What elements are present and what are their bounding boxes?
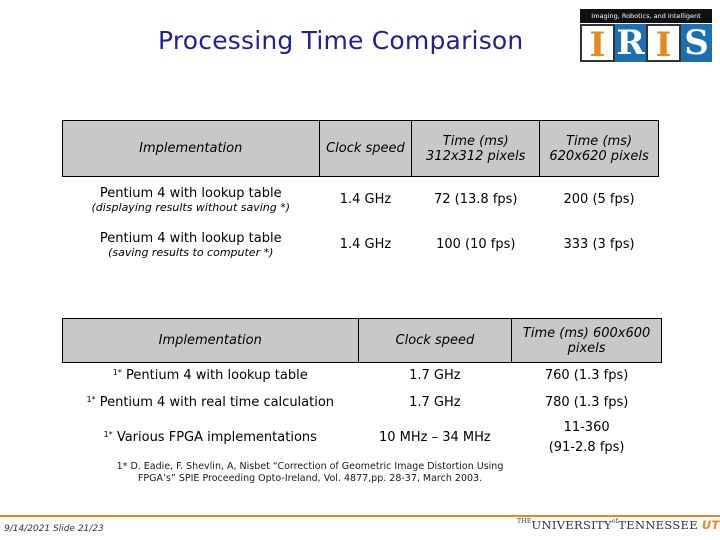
table-row: Pentium 4 with lookup table (saving resu… <box>63 223 659 267</box>
header-time-620: Time (ms) 620x620 pixels <box>539 120 659 177</box>
logo-letter: I <box>646 24 681 64</box>
table-row: 1* Pentium 4 with lookup table 1.7 GHz 7… <box>63 363 662 389</box>
cell-time: 11-360 (91-2.8 fps) <box>512 417 662 459</box>
comparison-table-2: Implementation Clock speed Time (ms) 600… <box>62 318 662 459</box>
cell-clock: 1.7 GHz <box>409 395 461 410</box>
reference-marker: 1* <box>112 368 122 378</box>
implementation-name: Pentium 4 with lookup table <box>99 230 282 246</box>
time-value-ms: 11-360 <box>563 419 610 435</box>
cell-clock: 1.4 GHz <box>339 192 392 208</box>
cell-implementation: Pentium 4 with lookup table (saving resu… <box>63 223 320 267</box>
implementation-note: (saving results to computer *) <box>108 245 274 259</box>
reference-line: 1* D. Eadie, F. Shevlin, A, Nisbet “Corr… <box>116 461 504 472</box>
logo-caption: Imaging, Robotics, and Intelligent Syste… <box>580 9 712 34</box>
cell-implementation: Pentium 4 with lookup table (displaying … <box>63 177 320 223</box>
reference-line: FPGA’s” SPIE Proceeding Opto-Ireland, Vo… <box>137 473 483 484</box>
wordmark-state: TENNESSEE <box>618 518 698 532</box>
table-header-row: Implementation Clock speed Time (ms) 312… <box>62 120 659 177</box>
implementation-name: Pentium 4 with lookup table <box>126 368 308 384</box>
time-value: 11-360 (91-2.8 fps) <box>512 418 662 458</box>
university-wordmark: THEUNIVERSITYofTENNESSEE UT <box>517 518 720 532</box>
slide-date-number: 9/14/2021 Slide 21/23 <box>4 524 104 534</box>
reference-marker: 1* <box>86 395 96 404</box>
cell-implementation: 1* Pentium 4 with real time calculation <box>63 389 359 417</box>
cell-time-620: 333 (3 fps) <box>563 237 635 252</box>
table-row: 1* Pentium 4 with real time calculation … <box>63 389 662 417</box>
header-time-312: Time (ms) 312x312 pixels <box>411 120 541 177</box>
header-implementation: Implementation <box>62 318 359 363</box>
cell-implementation: 1* Various FPGA implementations <box>63 417 359 459</box>
header-clock-speed: Clock speed <box>318 120 413 177</box>
header-time-600: Time (ms) 600x600 pixels <box>511 318 662 363</box>
implementation-note: (displaying results without saving *) <box>91 200 291 214</box>
cell-clock: 10 MHz – 34 MHz <box>378 430 491 445</box>
footer-divider <box>0 515 720 517</box>
logo-letters: I R I S <box>580 23 712 64</box>
table-header-row: Implementation Clock speed Time (ms) 600… <box>62 318 662 363</box>
ut-mark: UT <box>701 518 720 532</box>
reference-citation: 1* D. Eadie, F. Shevlin, A, Nisbet “Corr… <box>80 461 540 485</box>
table-row: Pentium 4 with lookup table (displaying … <box>63 177 659 223</box>
cell-implementation: 1* Pentium 4 with lookup table <box>63 363 359 389</box>
cell-clock: 1.4 GHz <box>339 237 392 252</box>
logo-letter: I <box>580 24 615 64</box>
iris-logo: Imaging, Robotics, and Intelligent Syste… <box>580 9 712 64</box>
wordmark-prefix: THE <box>517 518 532 525</box>
page-title: Processing Time Comparison <box>158 26 524 55</box>
logo-letter: S <box>681 24 712 62</box>
cell-clock: 1.7 GHz <box>409 368 461 384</box>
cell-time: 760 (1.3 fps) <box>544 368 629 384</box>
cell-time-620: 200 (5 fps) <box>563 192 635 208</box>
logo-letter: R <box>615 23 646 63</box>
cell-time: 780 (1.3 fps) <box>544 395 629 410</box>
wordmark-of: of <box>611 518 619 525</box>
implementation-name: Pentium 4 with lookup table <box>99 185 282 201</box>
implementation-name: Various FPGA implementations <box>116 430 317 445</box>
reference-marker: 1* <box>103 430 113 439</box>
cell-time-312: 72 (13.8 fps) <box>434 192 518 208</box>
wordmark-main: UNIVERSITY <box>531 518 612 532</box>
header-clock-speed: Clock speed <box>357 318 513 363</box>
comparison-table-1: Implementation Clock speed Time (ms) 312… <box>62 120 659 267</box>
implementation-name: Pentium 4 with real time calculation <box>99 395 335 410</box>
header-implementation: Implementation <box>62 120 320 177</box>
time-value-fps: (91-2.8 fps) <box>548 439 625 455</box>
cell-time-312: 100 (10 fps) <box>436 237 516 252</box>
table-row: 1* Various FPGA implementations 10 MHz –… <box>63 417 662 459</box>
